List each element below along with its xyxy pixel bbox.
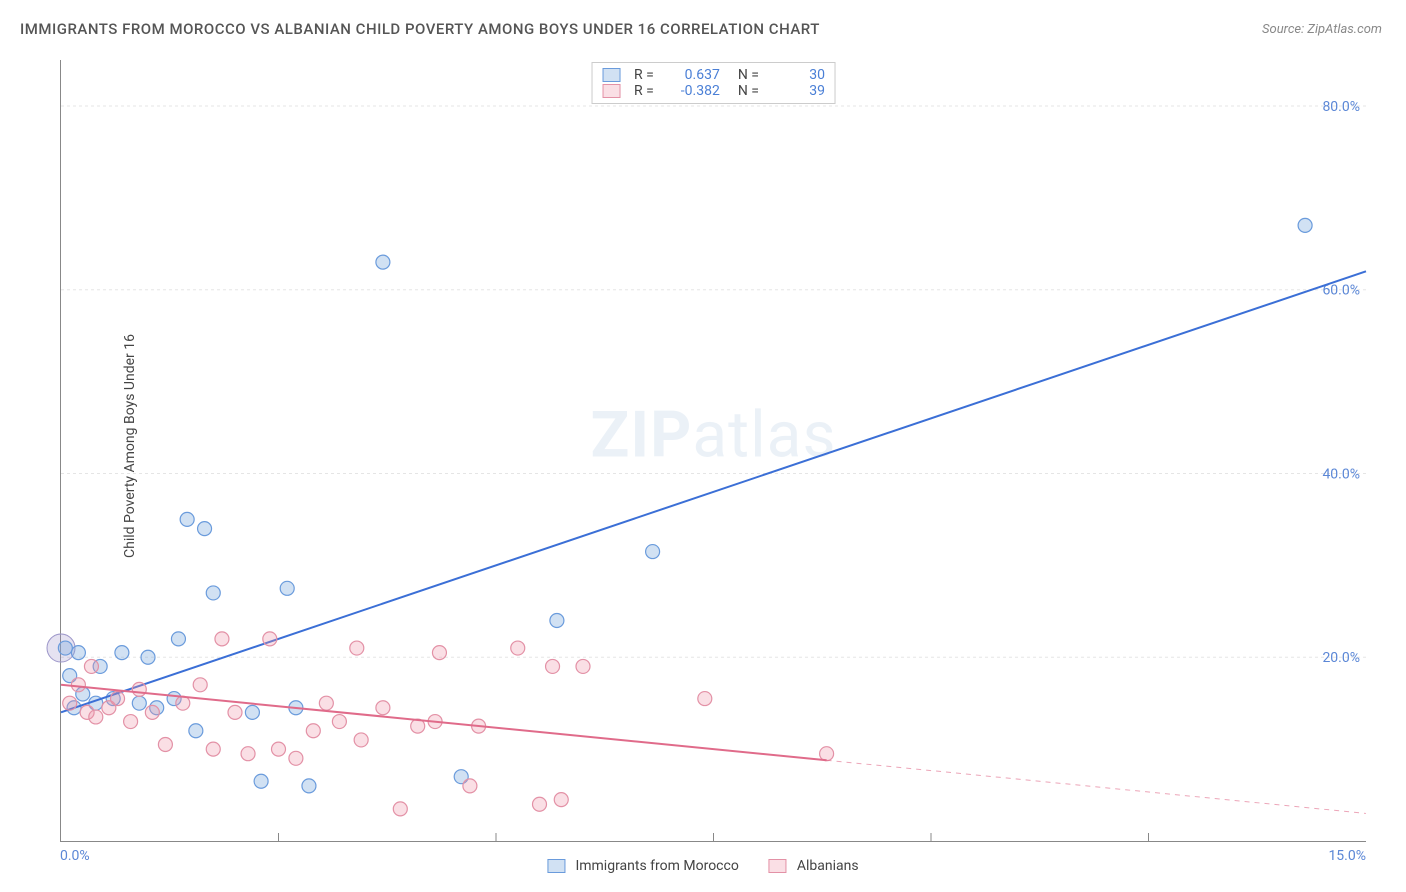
x-max-label: 15.0% xyxy=(1328,848,1366,864)
svg-text:80.0%: 80.0% xyxy=(1322,99,1360,115)
x-origin-label: 0.0% xyxy=(60,848,90,864)
swatch-morocco-bottom xyxy=(547,859,565,873)
source-label: Source: ZipAtlas.com xyxy=(1262,22,1382,37)
series-legend: Immigrants from Morocco Albanians xyxy=(547,858,858,874)
svg-text:40.0%: 40.0% xyxy=(1322,466,1360,482)
scatter-svg: 20.0%40.0%60.0%80.0% xyxy=(61,60,1366,841)
legend-item-morocco: Immigrants from Morocco xyxy=(547,858,738,874)
svg-text:20.0%: 20.0% xyxy=(1322,650,1360,666)
swatch-albanians-bottom xyxy=(769,859,787,873)
legend-label-morocco: Immigrants from Morocco xyxy=(575,858,738,874)
legend-item-albanians: Albanians xyxy=(769,858,859,874)
chart-plot-area: ZIPatlas R = 0.637 N = 30 R = -0.382 N =… xyxy=(60,60,1366,842)
chart-title: IMMIGRANTS FROM MOROCCO VS ALBANIAN CHIL… xyxy=(20,20,820,38)
legend-label-albanians: Albanians xyxy=(797,858,859,874)
